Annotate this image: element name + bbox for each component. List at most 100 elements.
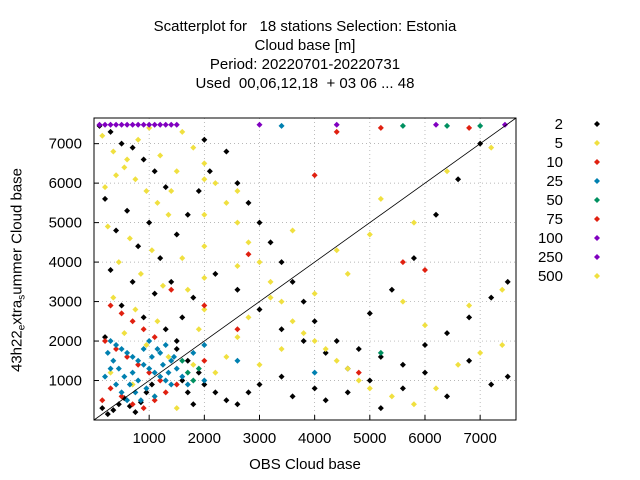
data-point-s0-23 — [201, 381, 208, 388]
data-point-s1-21 — [201, 160, 208, 167]
chart-title-line-3: Period: 20220701-20220731 — [209, 56, 401, 73]
data-point-s4-5 — [444, 122, 451, 129]
data-point-s2-22 — [245, 251, 252, 258]
data-point-s1-32 — [322, 345, 329, 352]
data-point-s5-7 — [135, 121, 142, 128]
data-point-s0-12 — [157, 255, 164, 262]
data-point-s3-7 — [146, 365, 153, 372]
data-point-s1-56 — [488, 144, 495, 151]
data-point-s5-6 — [129, 121, 136, 128]
data-point-s3-35 — [157, 349, 164, 356]
data-point-s3-31 — [135, 377, 142, 384]
data-point-s2-19 — [201, 302, 208, 309]
data-point-s5-13 — [168, 121, 175, 128]
data-point-s3-30 — [129, 369, 136, 376]
data-point-s5-5 — [124, 121, 131, 128]
data-point-s2-14 — [140, 405, 147, 412]
data-point-s1-81 — [499, 286, 506, 293]
data-point-s0-35 — [377, 405, 384, 412]
data-point-s3-2 — [118, 345, 125, 352]
data-point-s0-15 — [151, 290, 158, 297]
legend-marker-3 — [594, 178, 600, 184]
data-point-s1-36 — [366, 385, 373, 392]
data-point-s0-74 — [173, 231, 180, 238]
data-point-s1-69 — [107, 369, 114, 376]
data-point-s1-7 — [104, 223, 111, 230]
data-point-s5-17 — [433, 121, 440, 128]
x-tick-label-5: 6000 — [408, 430, 441, 447]
data-point-s1-55 — [444, 168, 451, 175]
data-point-s2-18 — [173, 381, 180, 388]
data-point-s3-27 — [113, 381, 120, 388]
data-point-s1-4 — [143, 188, 150, 195]
data-point-s1-6 — [165, 211, 172, 218]
data-point-s5-3 — [113, 121, 120, 128]
data-point-s0-48 — [278, 259, 285, 266]
data-point-s1-41 — [477, 349, 484, 356]
data-point-s2-1 — [118, 310, 125, 317]
data-point-s1-20 — [190, 144, 197, 151]
data-point-s0-55 — [399, 361, 406, 368]
y-tick-label-4: 5000 — [49, 215, 82, 232]
data-point-s3-1 — [113, 341, 120, 348]
x-ticks: 1000 2000 3000 4000 5000 6000 7000 — [132, 415, 497, 447]
plot-frame — [93, 117, 517, 421]
data-point-s1-14 — [132, 306, 139, 313]
y-axis-label: 43h22extrasummer Cloud base — [9, 168, 28, 372]
data-point-s5-11 — [157, 121, 164, 128]
data-point-s1-5 — [154, 199, 161, 206]
data-point-s2-24 — [333, 128, 340, 135]
y-tick-label-2: 3000 — [49, 294, 82, 311]
data-point-s1-77 — [366, 231, 373, 238]
data-point-s0-70 — [410, 255, 417, 262]
data-point-s1-29 — [289, 318, 296, 325]
data-point-s0-37 — [421, 369, 428, 376]
data-point-s0-80 — [168, 278, 175, 285]
y-ticks: 1000 2000 3000 4000 5000 6000 7000 — [49, 136, 99, 390]
data-point-s0-44 — [234, 180, 241, 187]
data-point-s0-71 — [433, 211, 440, 218]
data-point-s3-10 — [162, 377, 169, 384]
data-point-s0-14 — [129, 278, 136, 285]
data-point-s2-16 — [162, 389, 169, 396]
data-point-s1-72 — [173, 405, 180, 412]
y-tick-label-3: 4000 — [49, 254, 82, 271]
data-point-s0-3 — [129, 144, 136, 151]
y-tick-label-5: 6000 — [49, 175, 82, 192]
legend-label-8: 500 — [538, 268, 563, 285]
data-point-s1-43 — [201, 306, 208, 313]
data-point-s3-22 — [159, 361, 166, 368]
data-point-s0-16 — [118, 302, 125, 309]
data-point-s0-1 — [107, 128, 114, 135]
data-point-s1-51 — [289, 227, 296, 234]
data-point-s1-57 — [190, 361, 197, 368]
data-point-s0-43 — [223, 148, 230, 155]
data-point-s1-68 — [102, 184, 109, 191]
data-point-s3-43 — [201, 341, 208, 348]
chart-title-line-4: Used 00,06,12,18 + 03 06 ... 48 — [195, 75, 415, 92]
data-point-s4-3 — [195, 365, 202, 372]
data-point-s2-27 — [421, 266, 428, 273]
data-point-s0-68 — [366, 310, 373, 317]
data-point-s5-4 — [118, 121, 125, 128]
data-point-s2-11 — [107, 385, 114, 392]
data-point-s5-10 — [151, 121, 158, 128]
data-point-s0-75 — [184, 211, 191, 218]
data-points — [96, 121, 511, 418]
data-point-s1-2 — [121, 164, 128, 171]
data-point-s3-0 — [107, 338, 114, 345]
data-point-s2-9 — [146, 369, 153, 376]
data-point-s0-91 — [132, 409, 139, 416]
data-point-s1-48 — [234, 334, 241, 341]
data-point-s0-7 — [102, 195, 109, 202]
data-point-s3-24 — [170, 353, 177, 360]
data-point-s5-16 — [333, 121, 340, 128]
data-point-s1-17 — [143, 341, 150, 348]
data-point-s1-15 — [154, 318, 161, 325]
data-point-s3-29 — [124, 397, 131, 404]
data-point-s0-9 — [146, 219, 153, 226]
data-point-s0-33 — [344, 389, 351, 396]
data-point-s1-38 — [410, 401, 417, 408]
data-point-s1-76 — [344, 270, 351, 277]
